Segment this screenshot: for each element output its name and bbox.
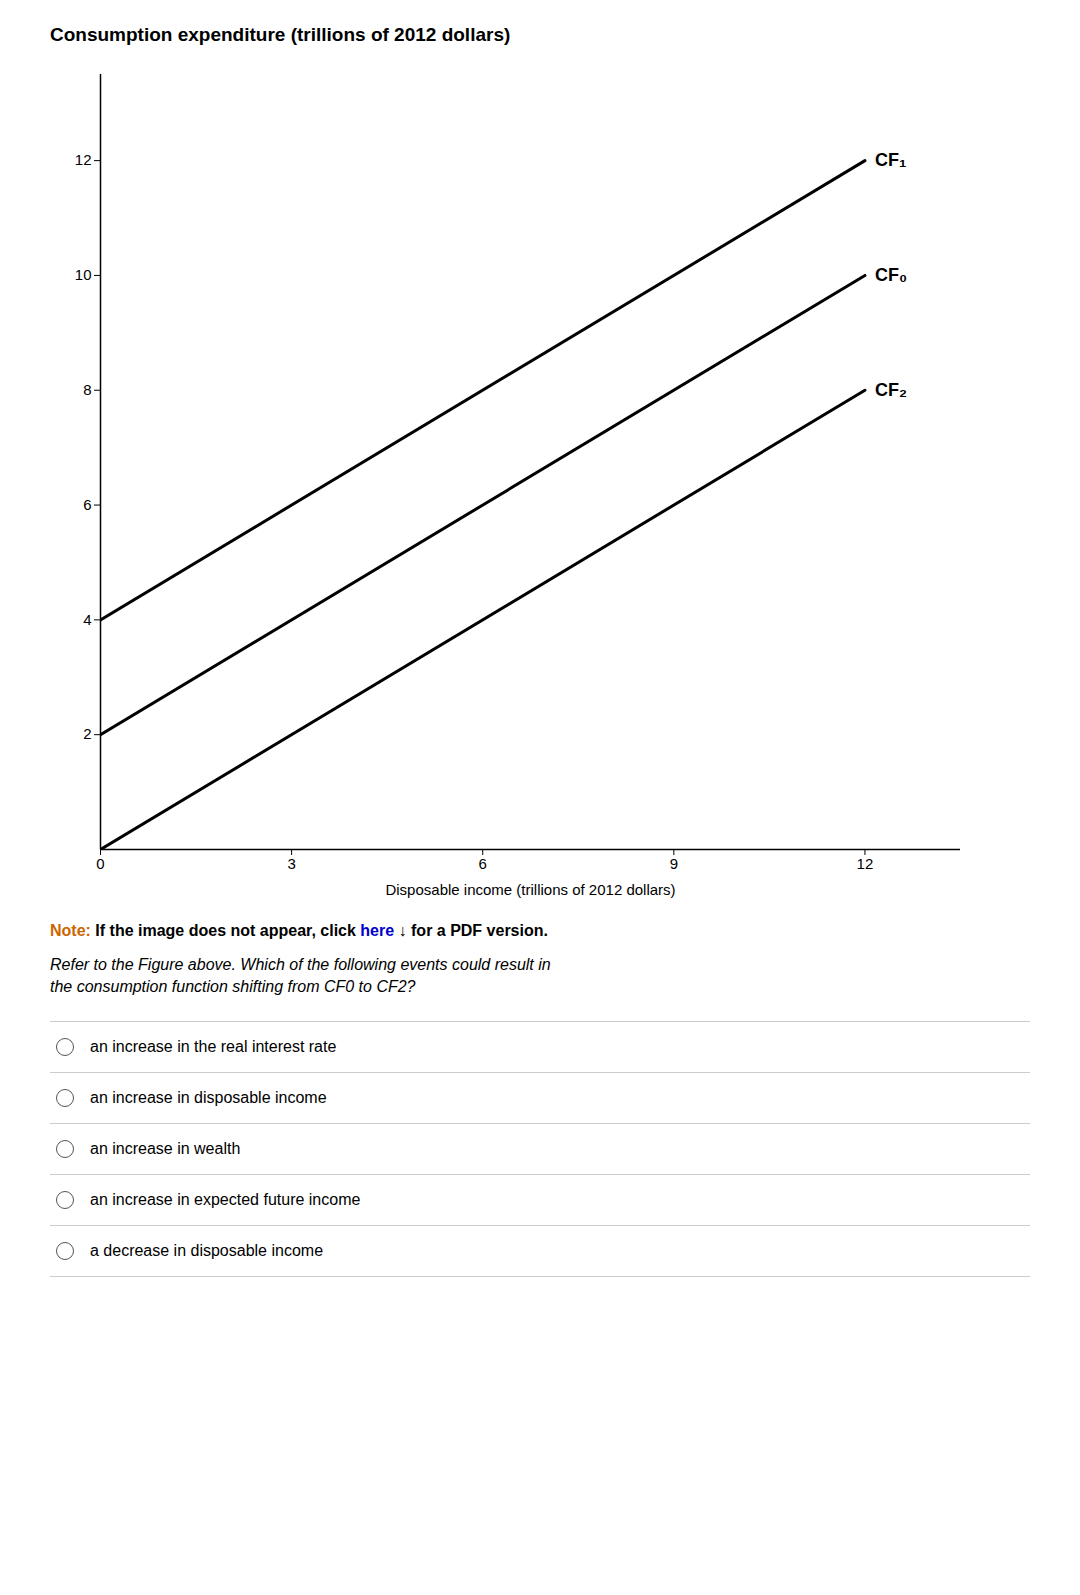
html-text:an increase in disposable inco: an increase in disposable income: [90, 1088, 327, 1106]
html-text:an increase in expected future: an increase in expected future income: [90, 1190, 361, 1208]
svg-text:6: 6: [83, 496, 91, 513]
svg-text:CF₂: CF₂: [875, 380, 907, 400]
svg-text:CF₀: CF₀: [875, 265, 907, 285]
svg-text:8: 8: [83, 381, 91, 398]
svg-text:Disposable income (trillions o: Disposable income (trillions of 2012 dol…: [385, 881, 675, 898]
svg-text:10: 10: [75, 266, 92, 283]
svg-text:2: 2: [83, 725, 91, 742]
html-text:an increase in wealth: an increase in wealth: [90, 1139, 241, 1157]
svg-text:12: 12: [75, 151, 92, 168]
html-text:a decrease in disposable incom: a decrease in disposable income: [90, 1241, 323, 1259]
html-text:Consumption expenditure (trill: Consumption expenditure (trillions of 20…: [50, 24, 511, 45]
html-text:Note: If the image does not ap: Note: If the image does not appear, clic…: [50, 922, 548, 939]
svg-text:CF₁: CF₁: [875, 150, 906, 170]
svg-text:0: 0: [96, 855, 104, 872]
html-text:Refer to the Figure above. Whi: Refer to the Figure above. Which of the …: [50, 956, 551, 996]
svg-text:3: 3: [287, 855, 295, 872]
svg-text:12: 12: [857, 855, 874, 872]
html-text:an increase in the real intere: an increase in the real interest rate: [90, 1037, 337, 1055]
svg-text:9: 9: [670, 855, 678, 872]
svg-text:4: 4: [83, 611, 91, 628]
svg-text:6: 6: [479, 855, 487, 872]
